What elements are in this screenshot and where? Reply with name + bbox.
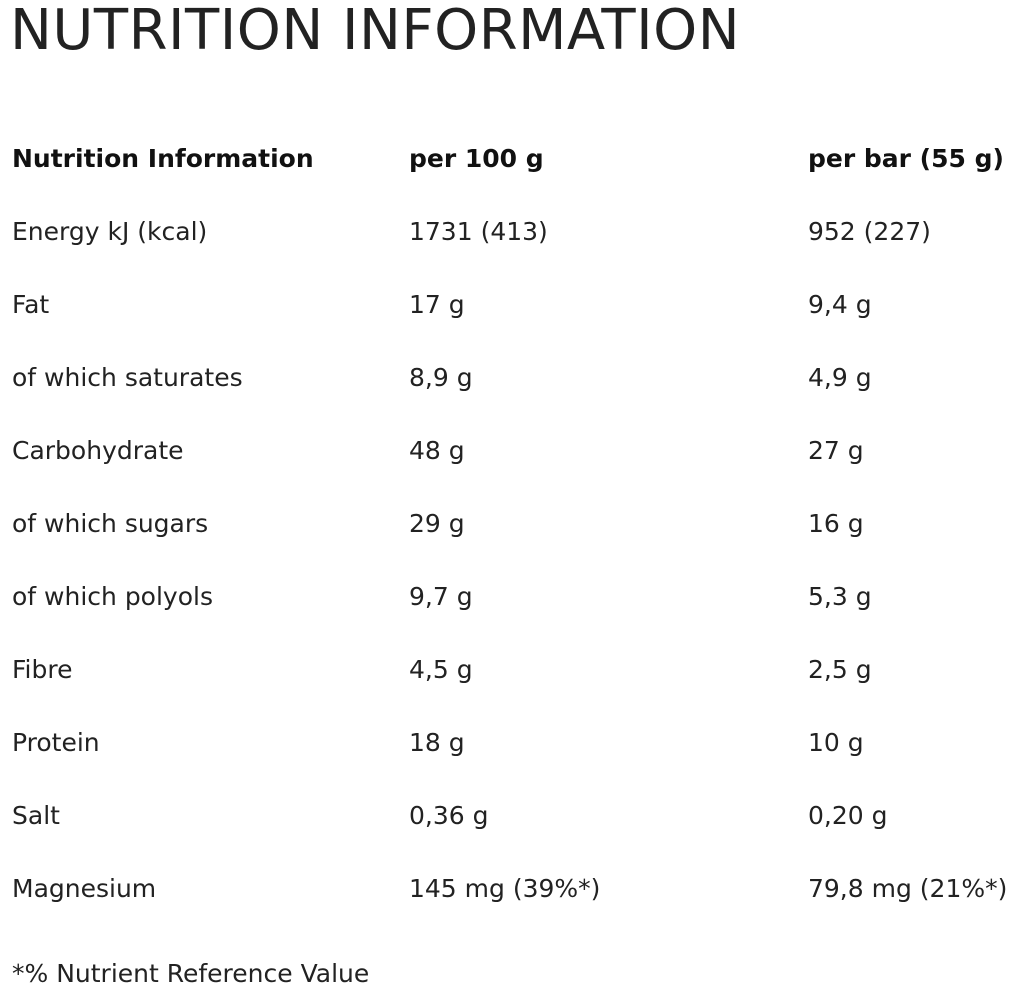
- value-per-bar: 4,9 g: [808, 363, 872, 392]
- nutrient-name: Protein: [12, 728, 100, 757]
- value-per-bar: 2,5 g: [808, 655, 872, 684]
- table-row: Salt 0,36 g 0,20 g: [12, 793, 1022, 866]
- page-title: NUTRITION INFORMATION: [10, 0, 741, 63]
- value-per-bar: 0,20 g: [808, 801, 888, 830]
- header-per-bar: per bar (55 g): [808, 144, 1004, 173]
- value-per-bar: 16 g: [808, 509, 864, 538]
- value-per-100g: 18 g: [409, 728, 465, 757]
- nutrient-name: of which sugars: [12, 509, 209, 538]
- value-per-100g: 8,9 g: [409, 363, 473, 392]
- nutrient-name: of which polyols: [12, 582, 213, 611]
- value-per-100g: 17 g: [409, 290, 465, 319]
- table-header-row: Nutrition Information per 100 g per bar …: [12, 136, 1022, 209]
- value-per-100g: 145 mg (39%*): [409, 874, 601, 903]
- value-per-100g: 1731 (413): [409, 217, 548, 246]
- value-per-100g: 4,5 g: [409, 655, 473, 684]
- value-per-bar: 9,4 g: [808, 290, 872, 319]
- footnote: *% Nutrient Reference Value: [12, 959, 370, 988]
- header-per-100g: per 100 g: [409, 144, 544, 173]
- table-row: Magnesium 145 mg (39%*) 79,8 mg (21%*): [12, 866, 1022, 939]
- nutrient-name: Fat: [12, 290, 50, 319]
- table-row: Carbohydrate 48 g 27 g: [12, 428, 1022, 501]
- table-row: Fat 17 g 9,4 g: [12, 282, 1022, 355]
- header-nutrient: Nutrition Information: [12, 144, 314, 173]
- table-row: of which polyols 9,7 g 5,3 g: [12, 574, 1022, 647]
- value-per-bar: 5,3 g: [808, 582, 872, 611]
- table-row: Protein 18 g 10 g: [12, 720, 1022, 793]
- value-per-bar: 27 g: [808, 436, 864, 465]
- value-per-100g: 9,7 g: [409, 582, 473, 611]
- value-per-bar: 79,8 mg (21%*): [808, 874, 1008, 903]
- nutrient-name: of which saturates: [12, 363, 243, 392]
- value-per-100g: 29 g: [409, 509, 465, 538]
- value-per-bar: 10 g: [808, 728, 864, 757]
- table-row: Energy kJ (kcal) 1731 (413) 952 (227): [12, 209, 1022, 282]
- value-per-100g: 48 g: [409, 436, 465, 465]
- nutrient-name: Salt: [12, 801, 60, 830]
- table-row: Fibre 4,5 g 2,5 g: [12, 647, 1022, 720]
- table-row: of which sugars 29 g 16 g: [12, 501, 1022, 574]
- nutrient-name: Magnesium: [12, 874, 157, 903]
- value-per-bar: 952 (227): [808, 217, 931, 246]
- table-row: of which saturates 8,9 g 4,9 g: [12, 355, 1022, 428]
- nutrient-name: Fibre: [12, 655, 73, 684]
- nutrient-name: Carbohydrate: [12, 436, 184, 465]
- nutrient-name: Energy kJ (kcal): [12, 217, 208, 246]
- nutrition-table: Nutrition Information per 100 g per bar …: [12, 136, 1022, 939]
- value-per-100g: 0,36 g: [409, 801, 489, 830]
